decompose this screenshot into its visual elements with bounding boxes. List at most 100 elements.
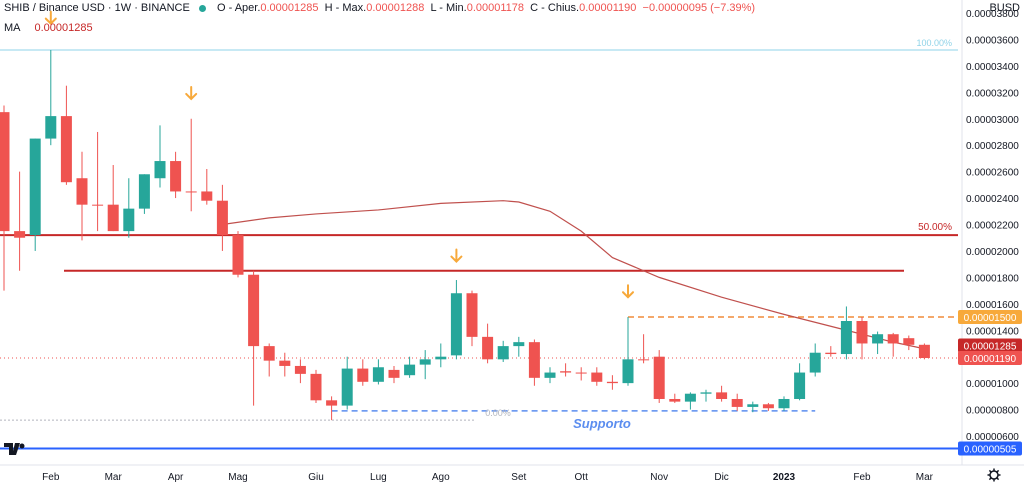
gear-tooth (996, 469, 1000, 473)
time-tick-label: Feb (853, 472, 871, 483)
candle-body[interactable] (840, 320, 852, 355)
chart-legend: SHIB / Binance USD · 1W · BINANCE O - Ap… (4, 2, 755, 14)
gear-tooth (988, 469, 992, 473)
high-text: Max. (342, 2, 367, 14)
candle-body[interactable] (606, 381, 618, 384)
change-value: −0.00000095 (−7.39%) (642, 2, 756, 14)
price-tick-label: 0.00001800 (966, 273, 1019, 284)
candle-body[interactable] (513, 342, 525, 347)
candle-body[interactable] (170, 161, 182, 192)
candle-body[interactable] (310, 373, 322, 401)
candle-body[interactable] (918, 344, 930, 359)
ma-legend[interactable]: MA 0.00001285 (4, 22, 93, 34)
candle-body[interactable] (138, 174, 150, 209)
price-tick-label: 0.00003200 (966, 88, 1019, 99)
candle-body[interactable] (216, 200, 228, 236)
candle-body[interactable] (560, 371, 572, 373)
candle-body[interactable] (357, 368, 369, 382)
candle-body[interactable] (497, 346, 509, 360)
candle-body[interactable] (60, 116, 72, 183)
candle-body[interactable] (528, 342, 540, 378)
price-tick-label: 0.00000800 (966, 406, 1019, 417)
low-text: Min. (445, 2, 467, 14)
candle-body[interactable] (294, 365, 306, 374)
high-value: 0.00001288 (366, 2, 425, 14)
price-tick-label: 0.00003400 (966, 62, 1019, 73)
candle-body[interactable] (388, 369, 400, 378)
candle-body[interactable] (731, 398, 743, 407)
candle-body[interactable] (856, 320, 868, 344)
candle-body[interactable] (435, 356, 447, 360)
time-tick-label: Ott (575, 472, 589, 483)
candle-body[interactable] (419, 359, 431, 365)
candle-body[interactable] (887, 334, 899, 344)
candle-body[interactable] (263, 346, 275, 361)
candle-body[interactable] (123, 208, 135, 232)
candle-body[interactable] (248, 274, 260, 347)
price-tag (958, 338, 1022, 353)
down-arrow-marker-icon (185, 85, 198, 101)
price-tick-label: 0.00002200 (966, 221, 1019, 232)
down-arrow-marker-icon (44, 10, 57, 26)
price-tag-label: 0.00001190 (964, 354, 1017, 365)
time-tick-label: Mar (916, 472, 934, 483)
candle-body[interactable] (92, 204, 104, 206)
candle-body[interactable] (0, 112, 10, 232)
candle-body[interactable] (575, 372, 587, 374)
candle-body[interactable] (232, 235, 244, 275)
candle-body[interactable] (372, 367, 384, 382)
support-label: Supporto (573, 416, 631, 431)
price-tick-label: 0.00001000 (966, 379, 1019, 390)
candle-body[interactable] (794, 372, 806, 399)
candle-body[interactable] (279, 360, 291, 366)
time-tick-label: Apr (168, 472, 184, 483)
candle-body[interactable] (872, 334, 884, 344)
low-value: 0.00001178 (466, 2, 525, 14)
fib-level-label: 50.00% (918, 222, 952, 233)
gear-tooth (996, 477, 1000, 481)
candle-body[interactable] (404, 364, 416, 376)
candle-body[interactable] (201, 191, 213, 201)
candle-body[interactable] (45, 116, 57, 139)
down-arrow-marker-icon (450, 248, 463, 263)
symbol-title[interactable]: SHIB / Binance USD · 1W · BINANCE (4, 2, 190, 14)
candle-body[interactable] (482, 336, 494, 360)
price-tick-label: 0.00003600 (966, 35, 1019, 46)
candle-body[interactable] (700, 392, 712, 394)
high-label: H - (324, 2, 340, 14)
candle-body[interactable] (341, 368, 353, 406)
candle-body[interactable] (638, 359, 650, 361)
candle-body[interactable] (684, 393, 696, 402)
candle-body[interactable] (825, 352, 837, 355)
fib-level-label: 0.00% (485, 408, 511, 418)
candle-body[interactable] (14, 231, 26, 238)
candle-body[interactable] (809, 352, 821, 373)
candle-body[interactable] (762, 404, 774, 409)
candle-body[interactable] (747, 404, 759, 407)
moving-average-line[interactable] (222, 200, 925, 350)
time-tick-label: 2023 (773, 472, 796, 483)
candle-body[interactable] (544, 372, 556, 378)
candle-body[interactable] (466, 293, 478, 337)
time-tick-label: Lug (370, 472, 387, 483)
candle-body[interactable] (591, 372, 603, 382)
candle-body[interactable] (716, 392, 728, 399)
settings-gear-icon[interactable] (989, 470, 999, 480)
time-tick-label: Set (511, 472, 526, 483)
candle-body[interactable] (154, 161, 166, 179)
price-tick-label: 0.00002800 (966, 141, 1019, 152)
candle-body[interactable] (76, 178, 88, 205)
tradingview-logo-icon[interactable] (4, 443, 25, 455)
candle-body[interactable] (450, 293, 462, 356)
candle-body[interactable] (326, 400, 338, 406)
price-tag (958, 441, 1022, 456)
candle-body[interactable] (653, 356, 665, 399)
candle-body[interactable] (622, 359, 634, 384)
candle-body[interactable] (107, 204, 119, 232)
candle-body[interactable] (29, 138, 41, 236)
candle-body[interactable] (185, 191, 197, 193)
candle-body[interactable] (669, 398, 681, 402)
candle-body[interactable] (903, 338, 915, 345)
candle-body[interactable] (778, 398, 790, 409)
